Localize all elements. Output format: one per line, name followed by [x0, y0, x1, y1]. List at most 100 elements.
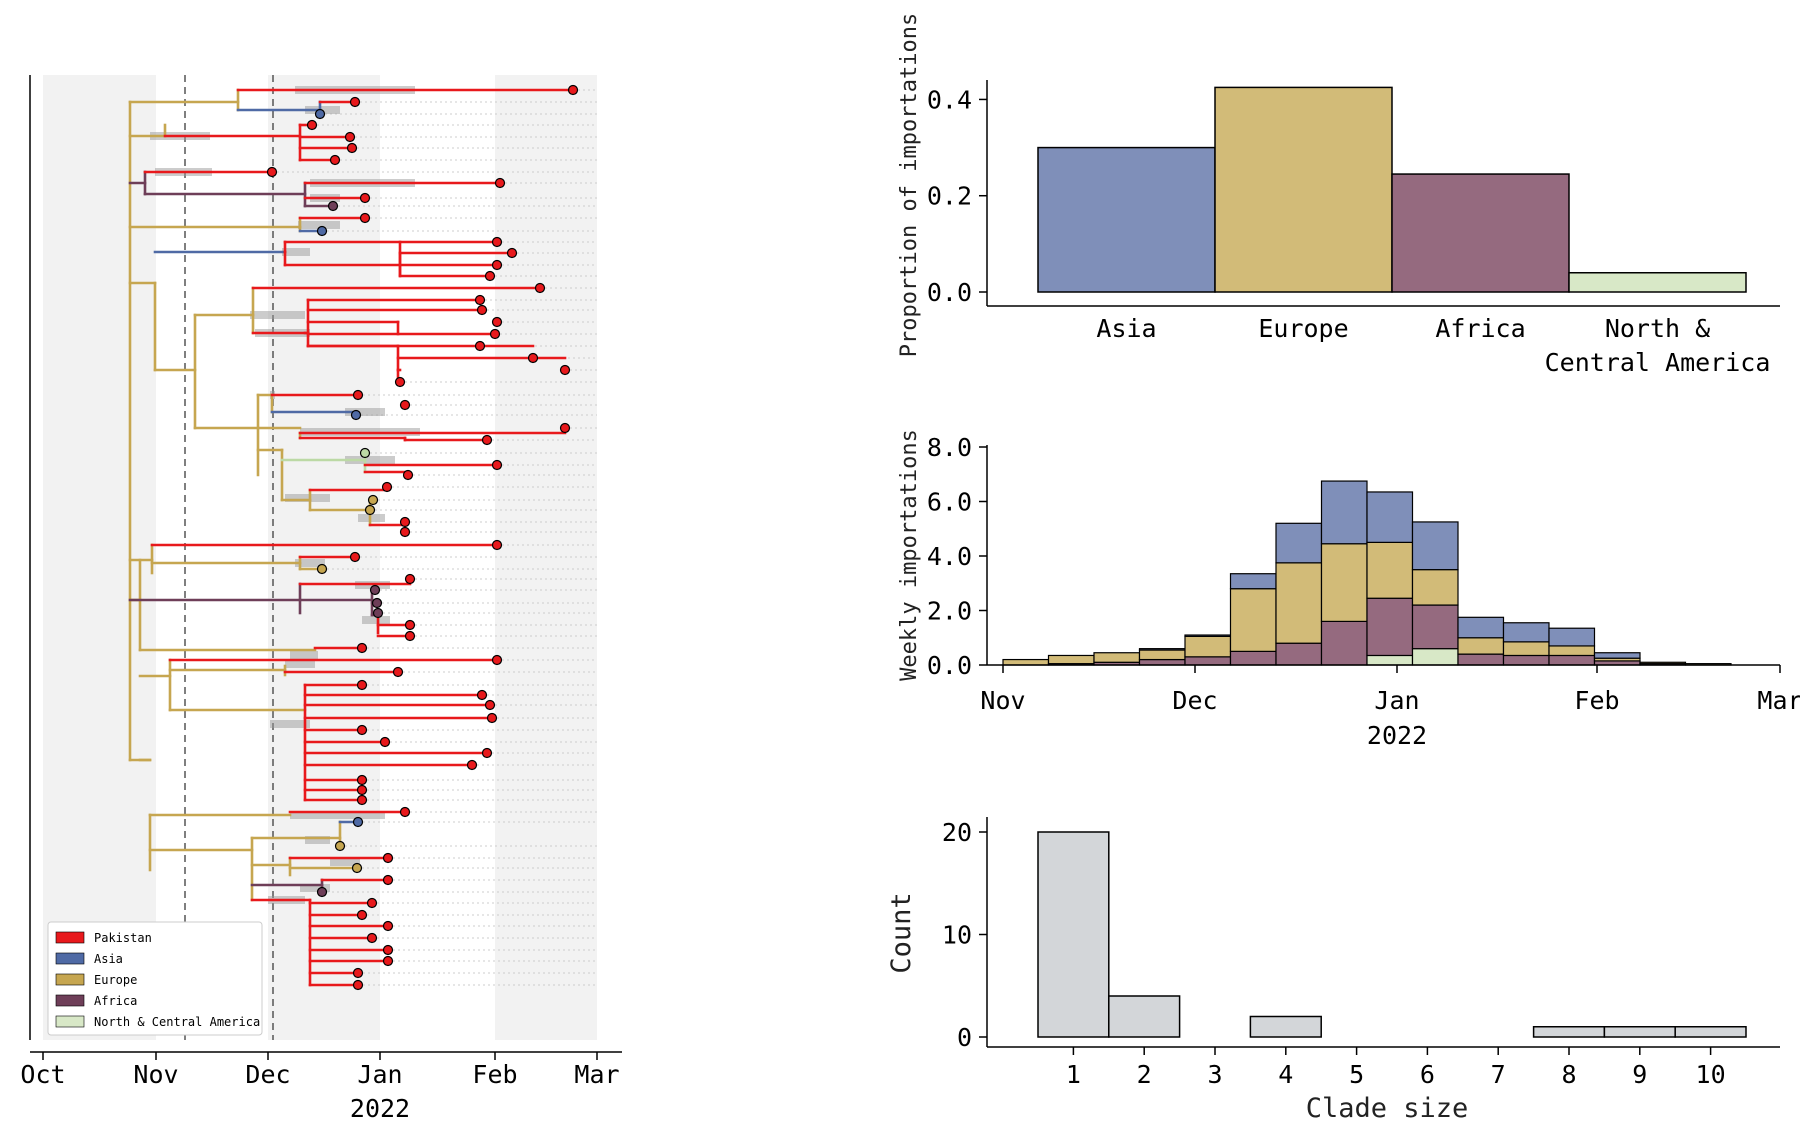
proportion-bars — [1037, 86, 1747, 293]
legend-label: Europe — [94, 973, 137, 987]
weekly-ytick-label: 0.0 — [927, 651, 972, 680]
uncertainty-bar — [285, 494, 330, 502]
weekly-bar-segment — [1411, 648, 1459, 666]
tip-node — [382, 874, 394, 886]
clade-bar-10 — [1674, 1026, 1747, 1038]
weekly-bar-segment — [1320, 543, 1368, 622]
tip-node — [381, 481, 393, 493]
weekly-bar-segment — [1457, 616, 1505, 639]
weekly-bar-segment — [1229, 650, 1277, 666]
legend-label: Asia — [94, 952, 123, 966]
weekly-xtick-label: Mar — [1757, 686, 1800, 715]
legend-items: Pakistan Asia Europe Africa North & Central … — [55, 931, 260, 1029]
clade-ytick-label: 0 — [957, 1023, 972, 1052]
tip-node — [359, 212, 371, 224]
clade-xlabel: Clade size — [1306, 1093, 1469, 1124]
tip-node — [559, 364, 571, 376]
weekly-bars — [1002, 480, 1732, 666]
clade-xtick-label: 2 — [1137, 1060, 1152, 1089]
tip-node — [346, 142, 358, 154]
weekly-year-label: 2022 — [1367, 721, 1427, 750]
weekly-bar-segment — [1366, 654, 1414, 666]
tip-node — [404, 630, 416, 642]
clade-bar-9 — [1603, 1026, 1676, 1038]
weekly-bar-segment — [1275, 562, 1323, 644]
tip-node — [344, 131, 356, 143]
tip-node — [382, 944, 394, 956]
tip-node — [364, 504, 376, 516]
proportion-bar-2 — [1214, 86, 1393, 293]
tip-node — [559, 422, 571, 434]
tip-node — [316, 563, 328, 575]
tree-year-label: 2022 — [350, 1094, 410, 1123]
month-shade — [43, 75, 156, 1040]
legend-swatch — [55, 994, 85, 1007]
weekly-bar-segment — [1411, 569, 1459, 606]
tree-xtick-label: Mar — [574, 1060, 619, 1089]
proportion-bar-4 — [1568, 271, 1747, 293]
tip-node — [356, 724, 368, 736]
weekly-bar-segment — [1138, 648, 1186, 651]
tip-node — [356, 784, 368, 796]
tip-node — [527, 352, 539, 364]
weekly-bar-segment — [1457, 637, 1505, 655]
weekly-ytick-label: 8.0 — [927, 433, 972, 462]
uncertainty-bar — [250, 311, 305, 319]
tip-node — [356, 679, 368, 691]
weekly-bar-segment — [1229, 588, 1277, 652]
weekly-bar-segment — [1275, 642, 1323, 666]
tip-node — [351, 862, 363, 874]
tree-branches — [128, 88, 575, 987]
clade-xtick-label: 6 — [1420, 1060, 1435, 1089]
tree-xtick-label: Oct — [20, 1060, 65, 1089]
weekly-bar-segment — [1593, 652, 1641, 659]
legend: Pakistan Asia Europe Africa North & Central … — [47, 921, 263, 1036]
tip-node — [491, 539, 503, 551]
tip-node — [486, 712, 498, 724]
clade-ytick-label: 10 — [942, 921, 972, 950]
tip-node — [474, 340, 486, 352]
weekly-bar-segment — [1229, 573, 1277, 590]
uncertainty-bar — [300, 884, 330, 892]
clade-xtick-label: 8 — [1561, 1060, 1576, 1089]
clade-bar-8 — [1532, 1026, 1606, 1038]
tip-node — [404, 619, 416, 631]
tip-guide-lines — [272, 89, 597, 986]
weekly-ytick-label: 6.0 — [927, 488, 972, 517]
tip-node — [356, 774, 368, 786]
uncertainty-bar — [285, 660, 315, 668]
clade-bar-2 — [1108, 995, 1181, 1038]
tip-node — [266, 166, 278, 178]
tree-xtick-label: Nov — [133, 1060, 178, 1089]
proportion-xtick-label: Africa — [1435, 314, 1525, 343]
weekly-ytick-label: 2.0 — [927, 597, 972, 626]
uncertainty-bar — [345, 456, 395, 464]
tip-node — [359, 192, 371, 204]
proportion-xtick-label: North & Central America — [1545, 314, 1771, 377]
clade-ytick-label: 20 — [942, 818, 972, 847]
tip-node — [356, 642, 368, 654]
tip-node — [491, 459, 503, 471]
clade-bar-1 — [1037, 831, 1110, 1038]
weekly-bar-segment — [1502, 654, 1550, 666]
weekly-ylabel: Weekly importations — [897, 429, 922, 681]
tip-node — [367, 494, 379, 506]
tip-node — [466, 759, 478, 771]
clade-y-ticks: 0 10 20 — [942, 818, 987, 1052]
tip-node — [491, 654, 503, 666]
tip-node — [399, 399, 411, 411]
tip-node — [476, 304, 488, 316]
weekly-bar-segment — [1457, 653, 1505, 666]
tip-node — [369, 584, 381, 596]
tip-node — [372, 607, 384, 619]
legend-swatch — [55, 1015, 85, 1028]
clade-xtick-label: 1 — [1066, 1060, 1081, 1089]
weekly-bar-segment — [1138, 658, 1186, 666]
clade-bar-4 — [1249, 1015, 1322, 1038]
tip-node — [349, 551, 361, 563]
tree-tips — [266, 84, 579, 991]
tip-node — [349, 96, 361, 108]
reference-dates — [184, 75, 274, 1040]
proportion-xtick-label: Europe — [1258, 314, 1348, 343]
tip-node — [356, 794, 368, 806]
